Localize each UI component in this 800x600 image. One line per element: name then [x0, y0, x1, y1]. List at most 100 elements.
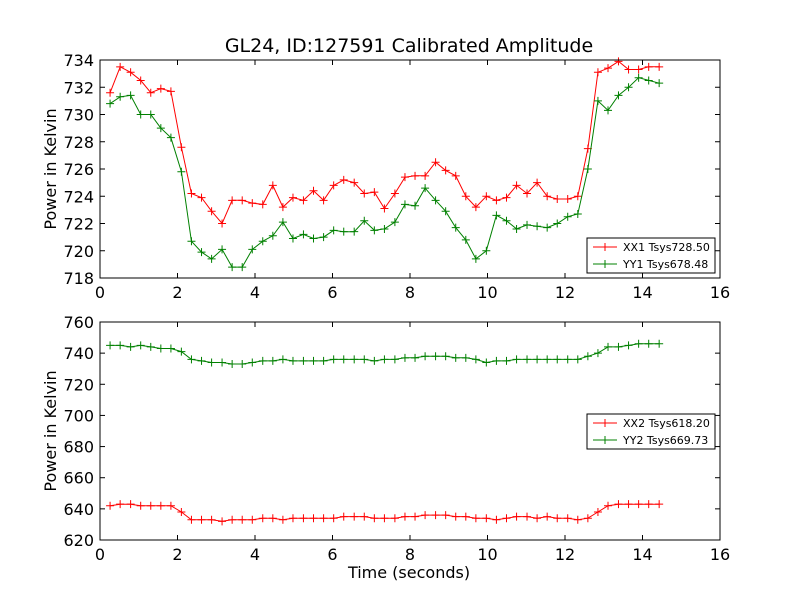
data-point — [268, 231, 277, 240]
data-point — [106, 501, 115, 510]
data-point — [126, 500, 135, 509]
data-point — [624, 83, 633, 92]
data-point — [166, 133, 175, 142]
data-point — [604, 64, 613, 73]
x-tick-label: 0 — [95, 283, 105, 302]
x-tick-label: 10 — [477, 283, 497, 302]
y-tick-label: 728 — [63, 133, 94, 152]
data-point — [146, 88, 155, 97]
data-point — [319, 196, 328, 205]
data-point — [329, 181, 338, 190]
x-tick-label: 12 — [555, 283, 575, 302]
data-point — [553, 194, 562, 203]
data-point — [533, 514, 542, 523]
data-point — [502, 193, 511, 202]
data-point — [614, 91, 623, 100]
y-axis-label: Power in Kelvin — [41, 108, 60, 229]
data-point — [573, 192, 582, 201]
x-tick-label: 0 — [95, 545, 105, 564]
y-tick-label: 740 — [63, 344, 94, 363]
data-point — [634, 500, 643, 509]
data-point — [563, 194, 572, 203]
data-point — [228, 196, 237, 205]
data-point — [634, 73, 643, 82]
data-point — [604, 106, 613, 115]
data-point — [543, 223, 552, 232]
data-point — [309, 514, 318, 523]
data-point — [187, 515, 196, 524]
data-point — [431, 158, 440, 167]
data-point — [583, 352, 592, 361]
data-point — [451, 353, 460, 362]
series-line-2 — [109, 77, 660, 268]
data-point — [451, 512, 460, 521]
data-point — [471, 203, 480, 212]
data-point — [187, 189, 196, 198]
data-point — [523, 355, 532, 364]
data-point — [431, 196, 440, 205]
y-tick-label: 726 — [63, 160, 94, 179]
data-point — [543, 355, 552, 364]
data-point — [166, 501, 175, 510]
data-point — [156, 501, 165, 510]
data-point — [207, 358, 216, 367]
legend: XX1 Tsys728.50 YY1 Tsys678.48 — [586, 237, 716, 274]
y-tick-label: 640 — [63, 500, 94, 519]
data-point — [339, 512, 348, 521]
data-point — [411, 353, 420, 362]
data-point — [370, 514, 379, 523]
legend-marker — [601, 436, 609, 444]
data-point — [644, 339, 653, 348]
data-point — [329, 226, 338, 235]
x-tick-label: 16 — [710, 283, 730, 302]
data-point — [655, 79, 664, 88]
y-tick-label: 720 — [63, 375, 94, 394]
data-point — [634, 339, 643, 348]
data-point — [411, 201, 420, 210]
data-point — [248, 199, 257, 208]
data-point — [248, 515, 257, 524]
y-tick-label: 722 — [63, 215, 94, 234]
data-point — [218, 517, 227, 526]
data-point — [370, 226, 379, 235]
series-line-1 — [109, 60, 660, 225]
data-point — [512, 181, 521, 190]
x-tick-label: 4 — [250, 283, 260, 302]
data-point — [207, 515, 216, 524]
data-point — [106, 88, 115, 97]
data-point — [390, 218, 399, 227]
x-tick-label: 14 — [632, 283, 652, 302]
data-point — [258, 200, 267, 209]
y-tick-label: 680 — [63, 438, 94, 457]
data-point — [197, 248, 206, 257]
data-point — [177, 347, 186, 356]
x-tick-label: 2 — [172, 283, 182, 302]
data-point — [268, 181, 277, 190]
data-point — [482, 358, 491, 367]
data-point — [482, 246, 491, 255]
y-tick-label: 730 — [63, 106, 94, 125]
y-tick-label: 760 — [63, 313, 94, 332]
data-point — [390, 514, 399, 523]
x-axis-label: Time (seconds) — [347, 563, 470, 582]
data-point — [177, 507, 186, 516]
data-point — [278, 355, 287, 364]
data-point — [288, 514, 297, 523]
x-tick-label: 6 — [327, 545, 337, 564]
data-point — [543, 192, 552, 201]
data-point — [146, 110, 155, 119]
y-axis-label: Power in Kelvin — [41, 370, 60, 491]
data-point — [593, 507, 602, 516]
data-point — [390, 189, 399, 198]
data-point — [644, 500, 653, 509]
data-point — [523, 512, 532, 521]
data-point — [299, 230, 308, 239]
data-point — [177, 143, 186, 152]
data-point — [248, 358, 257, 367]
data-point — [492, 356, 501, 365]
data-point — [400, 173, 409, 182]
data-point — [502, 216, 511, 225]
data-point — [370, 356, 379, 365]
data-point — [502, 356, 511, 365]
data-point — [218, 358, 227, 367]
